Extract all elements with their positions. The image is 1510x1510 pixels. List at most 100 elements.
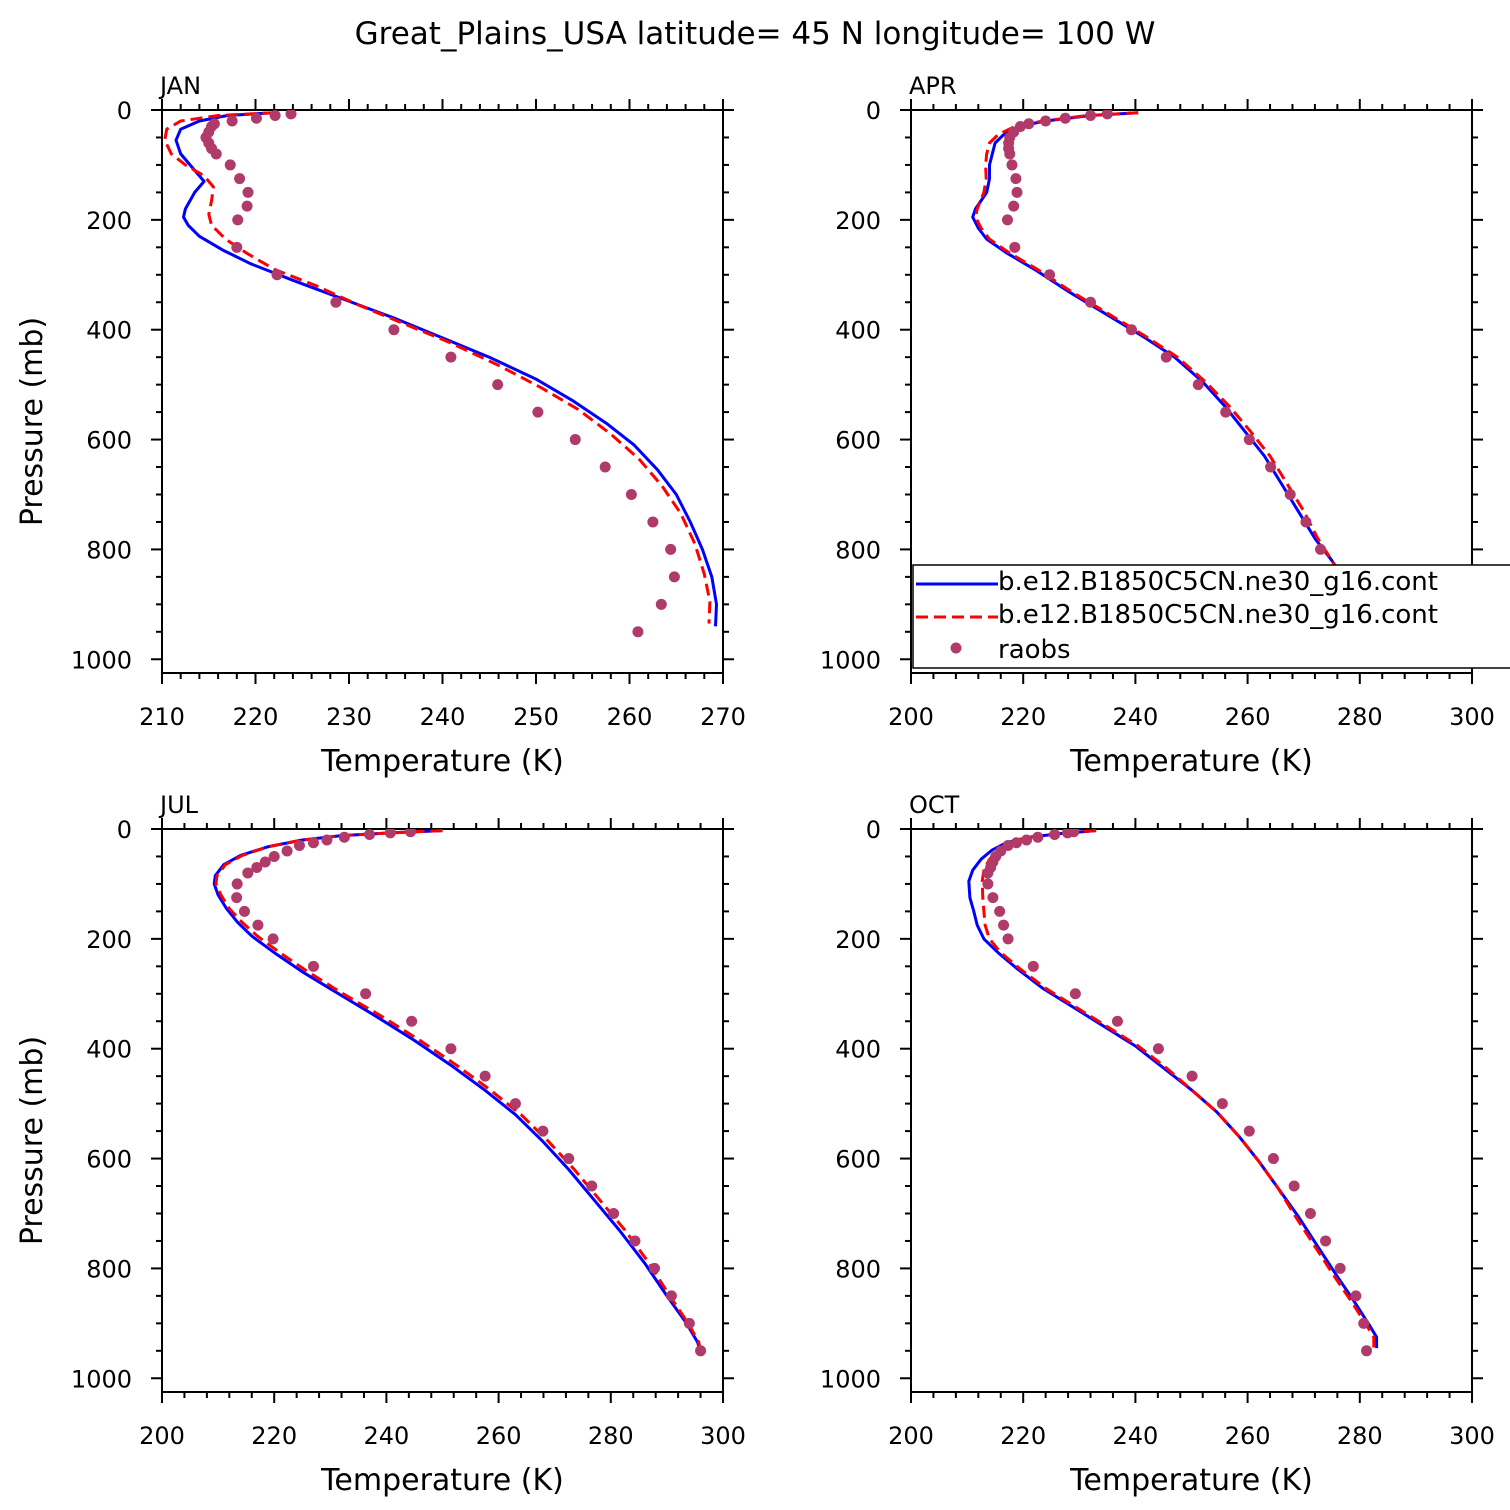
legend: b.e12.B1850C5CN.ne30_g16.contb.e12.B1850… [912,564,1510,669]
x-tick-label: 260 [1225,1422,1271,1450]
raobs-point [1059,112,1071,124]
raobs-point [1284,488,1296,500]
raobs-point [1300,516,1312,528]
x-axis-title: Temperature (K) [320,744,564,779]
data-area [967,829,1379,1357]
series-line-dashed [974,111,1376,627]
raobs-point [406,1015,418,1027]
raobs-point [1101,110,1113,120]
raobs-point [210,148,222,160]
y-tick-label: 600 [835,1146,881,1174]
raobs-point [1004,148,1016,160]
raobs-point [231,892,243,904]
raobs-point [259,856,271,868]
raobs-point [338,831,350,843]
raobs-point [479,1070,491,1082]
raobs-point [224,159,236,171]
data-area [971,110,1376,638]
y-tick-label: 600 [835,427,881,455]
y-tick-label: 1000 [820,646,881,674]
y-axis-title: Pressure (mb) [15,1036,50,1245]
y-axis-title: Pressure (mb) [15,317,50,526]
x-tick-label: 280 [588,1422,634,1450]
raobs-point [281,845,293,857]
x-tick-label: 200 [139,1422,185,1450]
raobs-point [655,598,667,610]
y-tick-label: 800 [835,536,881,564]
y-tick-label: 1000 [71,1365,132,1393]
raobs-point [1049,829,1061,840]
y-tick-label: 800 [86,1255,132,1283]
raobs-point [695,1345,707,1357]
raobs-point [1243,1125,1255,1137]
raobs-point [1192,379,1204,391]
y-tick-label: 200 [835,207,881,235]
raobs-point [1243,434,1255,446]
panel-apr: 200 220 240 260 280 300 0 200 400 600 800 1000 APR Te… [820,72,1495,779]
raobs-point [982,867,994,879]
raobs-point [388,324,400,336]
plot-frame [161,828,724,1393]
raobs-point [492,379,504,391]
raobs-point [1334,1262,1346,1274]
raobs-point [982,878,994,890]
raobs-point [1220,406,1232,418]
y-tick-label: 200 [86,207,132,235]
raobs-point [307,837,319,849]
x-tick-label: 300 [1449,703,1495,731]
x-tick-label: 220 [251,1422,297,1450]
figure-title: Great_Plains_USA latitude= 45 N longitud… [355,16,1156,52]
raobs-point [1111,1015,1123,1027]
raobs-point [1023,118,1035,130]
y-tick-label: 0 [866,816,881,844]
raobs-point [509,1098,521,1110]
x-tick-label: 280 [1337,703,1383,731]
raobs-point [1085,110,1097,121]
raobs-point [632,626,644,638]
panel-label: JUL [158,791,199,819]
x-axis-title: Temperature (K) [1069,1463,1313,1498]
series-line-dashed [214,829,703,1354]
raobs-point [998,919,1010,931]
raobs-point [1062,829,1074,839]
panel-oct: 200 220 240 260 280 300 0 200 400 600 800 1000 OCT Te… [820,791,1495,1498]
raobs-point [1304,1207,1316,1219]
raobs-point [384,829,396,839]
x-tick-label: 240 [1112,703,1158,731]
x-tick-label: 220 [233,703,279,731]
raobs-point [1010,837,1022,849]
raobs-point [1027,960,1039,972]
raobs-point [1358,1317,1370,1329]
raobs-point [987,892,999,904]
x-tick-label: 300 [1449,1422,1495,1450]
x-tick-label: 260 [476,1422,522,1450]
raobs-point [231,241,243,253]
y-tick-label: 200 [835,926,881,954]
legend-marker [950,642,962,654]
raobs-point [1010,173,1022,185]
y-tick-label: 1000 [820,1365,881,1393]
series-line-solid [971,111,1373,627]
y-tick-label: 400 [86,317,132,345]
x-axis-title: Temperature (K) [1069,744,1313,779]
y-tick-label: 400 [835,317,881,345]
raobs-point [250,112,262,124]
x-tick-label: 240 [1112,1422,1158,1450]
raobs-point [1350,1290,1362,1302]
panel-label: JAN [158,72,201,100]
y-tick-label: 800 [86,536,132,564]
raobs-point [238,905,250,917]
plot-frame [910,828,1473,1393]
raobs-point [1032,831,1044,843]
raobs-point [234,173,246,185]
raobs-point [252,919,264,931]
raobs-point [445,351,457,363]
raobs-point [683,1317,695,1329]
raobs-point [293,839,305,851]
raobs-point [226,115,238,127]
raobs-point [532,406,544,418]
raobs-point [665,543,677,555]
raobs-point [330,296,342,308]
x-tick-label: 260 [1225,703,1271,731]
